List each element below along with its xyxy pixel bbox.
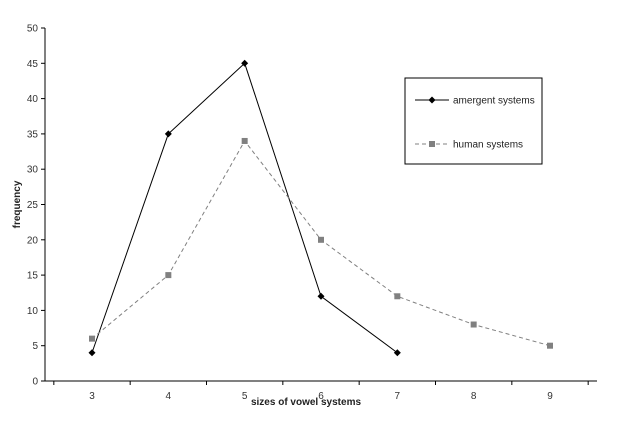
data-point-diamond — [317, 292, 325, 300]
x-axis-ticks: 3 4 5 6 7 8 9 — [53, 381, 589, 402]
legend: amergent systems human systems — [404, 77, 543, 165]
x-tick-label: 8 — [471, 391, 477, 402]
y-tick-label: 5 — [32, 341, 38, 352]
data-point-diamond — [393, 349, 401, 357]
y-axis-ticks: 0 5 10 15 20 25 30 35 40 45 50 — [27, 24, 45, 388]
data-point-square — [470, 321, 477, 328]
data-point-square — [165, 272, 172, 279]
y-tick-label: 45 — [27, 59, 39, 70]
data-point-square — [394, 293, 401, 300]
x-axis-label: sizes of vowel systems — [251, 397, 361, 408]
y-tick-label: 35 — [27, 129, 39, 140]
y-tick-label: 30 — [27, 165, 39, 176]
y-tick-label: 15 — [27, 271, 39, 282]
x-tick-label: 6 — [318, 391, 324, 402]
data-point-square — [547, 342, 553, 349]
legend-marker — [429, 141, 435, 147]
x-tick-label: 7 — [395, 391, 401, 402]
data-point-square — [241, 137, 248, 144]
legend-label: human systems — [453, 140, 523, 151]
y-tick-label: 0 — [32, 377, 38, 388]
legend-box — [404, 77, 543, 165]
data-point-diamond — [88, 349, 96, 357]
y-tick-label: 25 — [27, 200, 39, 211]
data-point-square — [89, 335, 95, 342]
y-tick-label: 10 — [27, 306, 39, 317]
data-point-diamond — [164, 130, 172, 138]
x-tick-label: 5 — [242, 391, 248, 402]
y-axis-label: frequency — [12, 180, 23, 228]
x-tick-label: 4 — [166, 391, 172, 402]
data-point-diamond — [241, 59, 249, 67]
x-tick-label: 3 — [89, 391, 95, 402]
series-layer — [88, 59, 553, 357]
data-point-square — [318, 236, 324, 243]
y-tick-label: 40 — [27, 94, 39, 105]
y-tick-label: 50 — [27, 24, 39, 35]
legend-label: amergent systems — [453, 96, 535, 107]
y-tick-label: 20 — [27, 235, 39, 246]
x-tick-label: 9 — [547, 391, 553, 402]
legend-marker — [428, 96, 436, 104]
